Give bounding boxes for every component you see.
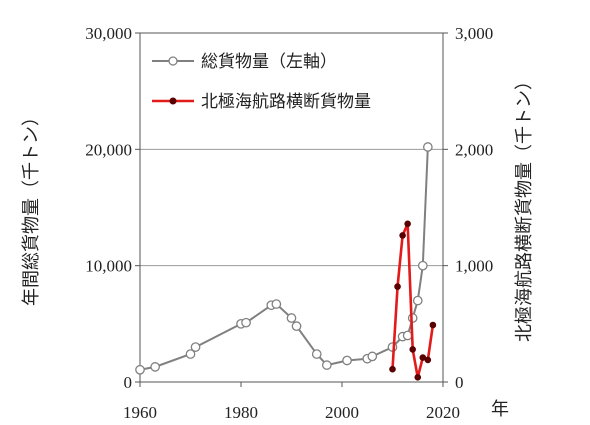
point-total-cargo-0 <box>135 364 145 375</box>
point-total-cargo-21 <box>422 142 433 152</box>
right-y-axis-title: 北極海航路横断貨物量（千トン） <box>514 72 535 342</box>
point-nsr-transit-cargo-8 <box>429 321 437 329</box>
right-y-tick-label-1: 1,000 <box>455 257 493 276</box>
point-total-cargo-8 <box>286 313 297 323</box>
point-nsr-transit-cargo-3 <box>404 220 411 228</box>
point-total-cargo-2 <box>185 349 196 359</box>
legend-item-total-cargo: 総貨物量（左軸） <box>152 52 337 72</box>
point-total-cargo-1 <box>150 362 160 372</box>
point-nsr-transit-cargo-5 <box>414 374 422 381</box>
point-total-cargo-11 <box>321 360 332 370</box>
x-axis-title: 年 <box>491 399 509 420</box>
point-total-cargo-3 <box>190 342 201 352</box>
point-total-cargo-14 <box>367 351 378 362</box>
point-nsr-transit-cargo-2 <box>399 232 406 239</box>
point-nsr-transit-cargo-4 <box>409 346 417 353</box>
series-line-total-cargo <box>139 146 429 371</box>
legend-item-nsr-transit-cargo: 北極海航路横断貨物量 <box>152 92 371 112</box>
left-y-axis-title: 年間総貨物量（千トン） <box>21 108 42 306</box>
point-total-cargo-9 <box>291 321 302 332</box>
right-y-tick-label-0: 0 <box>455 373 464 392</box>
point-total-cargo-5 <box>241 317 251 328</box>
x-tick-label-2: 2000 <box>325 403 359 422</box>
point-total-cargo-19 <box>412 295 423 306</box>
point-total-cargo-17 <box>402 330 413 341</box>
point-total-cargo-10 <box>311 349 322 359</box>
point-nsr-transit-cargo-7 <box>424 356 432 364</box>
point-total-cargo-20 <box>417 260 428 271</box>
legend-label-nsr-transit-cargo: 北極海航路横断貨物量 <box>201 92 371 112</box>
right-y-tick-label-3: 3,000 <box>455 24 493 43</box>
point-total-cargo-7 <box>271 299 282 309</box>
x-tick-label-1: 1980 <box>224 403 258 422</box>
left-y-tick-label-3: 30,000 <box>85 24 132 43</box>
legend-marker-total-cargo <box>168 56 178 66</box>
axis-ticks: 1960 1980 2000 2020 0 10,000 20,000 30,000 0 1,00… <box>85 24 493 422</box>
plot-area-frame <box>139 32 444 383</box>
left-y-tick-label-2: 20,000 <box>85 140 132 159</box>
point-nsr-transit-cargo-0 <box>389 365 396 373</box>
x-tick-label-0: 1960 <box>123 403 157 422</box>
legend-marker-nsr-transit-cargo <box>169 97 177 105</box>
left-y-tick-label-0: 0 <box>124 373 133 392</box>
point-nsr-transit-cargo-1 <box>394 283 401 290</box>
series-layer <box>135 142 437 381</box>
left-y-tick-label-1: 10,000 <box>85 257 132 276</box>
legend: 総貨物量（左軸） 北極海航路横断貨物量 <box>152 52 371 112</box>
legend-label-total-cargo: 総貨物量（左軸） <box>201 52 337 72</box>
right-y-tick-label-2: 2,000 <box>455 140 493 159</box>
point-total-cargo-12 <box>342 355 352 366</box>
x-tick-label-3: 2020 <box>426 403 460 422</box>
series-line-nsr-transit-cargo <box>391 222 435 379</box>
